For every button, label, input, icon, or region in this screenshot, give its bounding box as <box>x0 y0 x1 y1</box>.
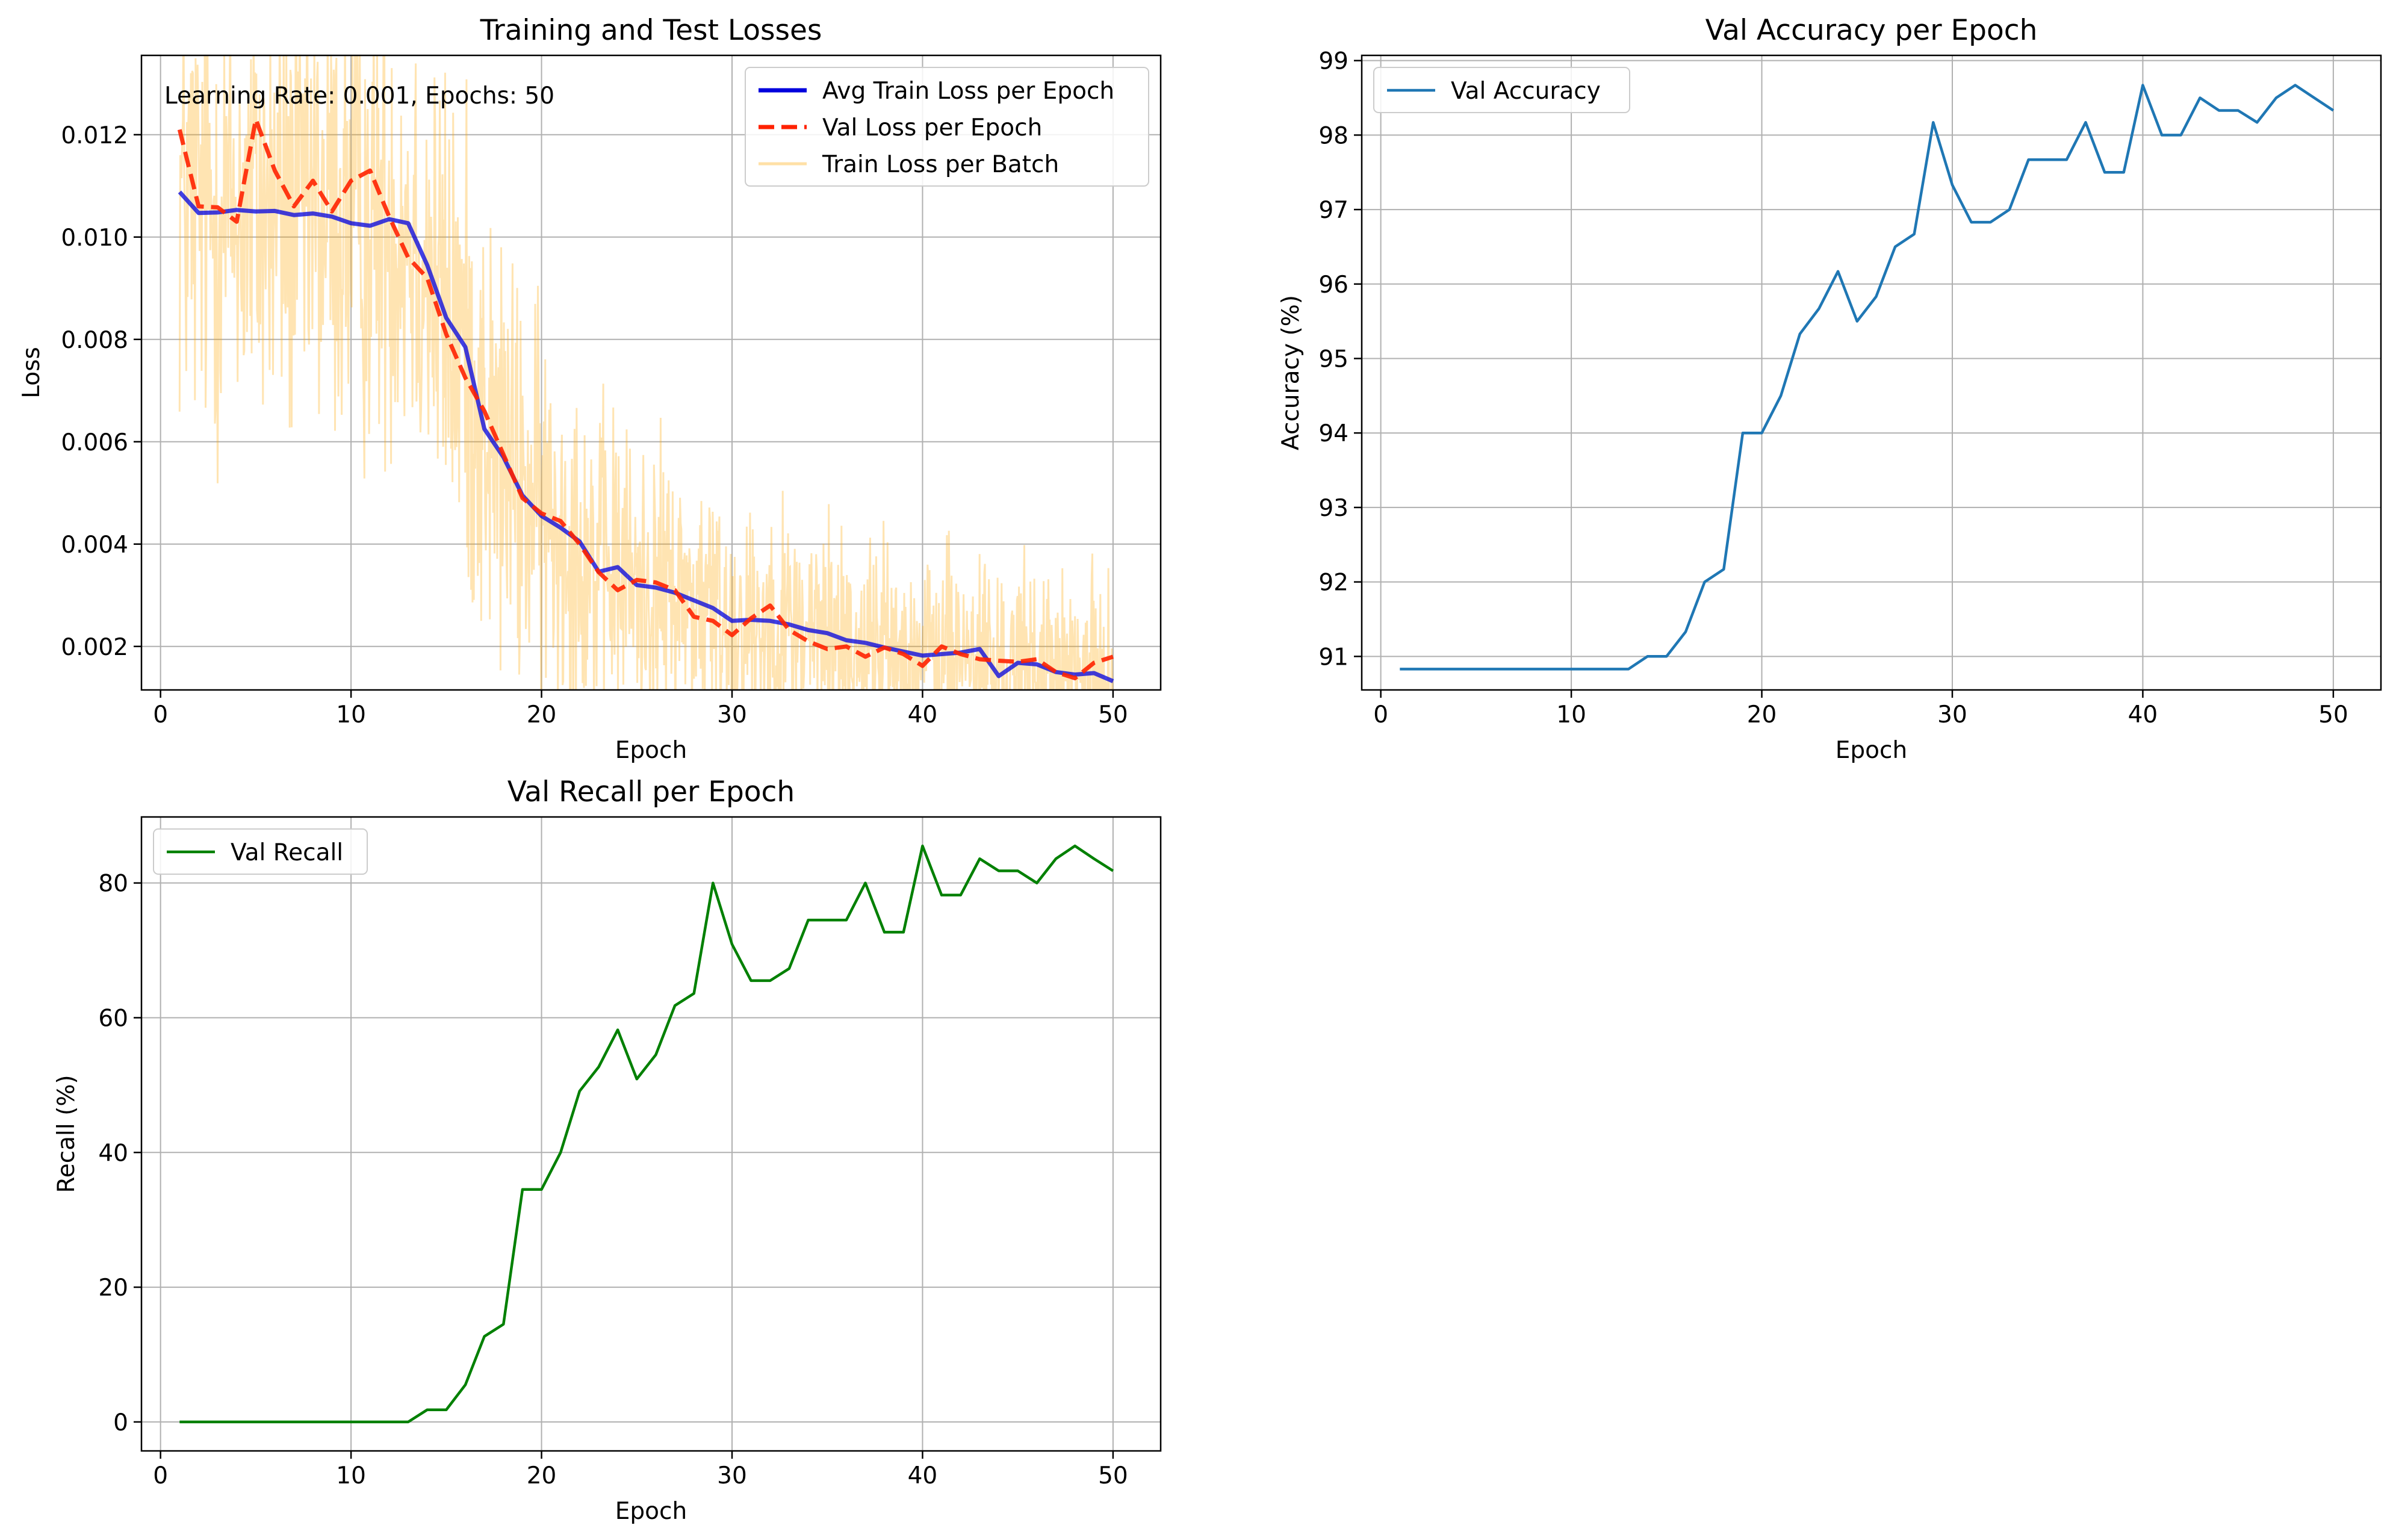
x-tick-label: 20 <box>1747 701 1777 728</box>
legend-label: Train Loss per Batch <box>822 151 1059 178</box>
y-tick-label: 94 <box>1318 420 1348 447</box>
plot-area <box>1400 84 2335 671</box>
x-tick-label: 40 <box>2128 701 2158 728</box>
series-line-val-accuracy <box>1400 84 2335 671</box>
y-tick-label: 0.004 <box>61 532 128 559</box>
legend: Val Recall <box>153 828 368 875</box>
y-tick-label: 91 <box>1318 644 1348 671</box>
y-axis-label: Loss <box>18 347 45 399</box>
axes-frame <box>140 816 1162 1452</box>
x-tick-label: 30 <box>1937 701 1967 728</box>
y-tick-label: 40 <box>98 1140 128 1167</box>
series-line-val-recall <box>179 844 1114 1424</box>
axes-frame <box>140 54 1162 691</box>
x-tick-label: 40 <box>908 1462 938 1489</box>
x-tick-label: 30 <box>717 1462 747 1489</box>
ticks: 0 10 20 30 40 50 0.002 0.004 0.006 0.008 0.010 0.01… <box>61 122 1128 728</box>
x-tick-label: 10 <box>1556 701 1586 728</box>
legend-label: Val Loss per Epoch <box>822 114 1042 141</box>
ticks: 0 10 20 30 40 50 91 92 93 94 95 96 97 98 99 <box>1318 48 2348 728</box>
x-tick-label: 50 <box>2318 701 2348 728</box>
x-tick-label: 0 <box>1373 701 1388 728</box>
chart-panel-1: 0 10 20 30 40 50 91 92 93 94 95 96 97 98 99 Epoch Accura… <box>1277 14 2382 764</box>
y-axis-label: Recall (%) <box>53 1075 80 1193</box>
y-tick-label: 96 <box>1318 272 1348 299</box>
y-tick-label: 80 <box>98 871 128 898</box>
chart-panel-0: 0 10 20 30 40 50 0.002 0.004 0.006 0.008 0.010 0.01… <box>18 14 1162 764</box>
y-tick-label: 92 <box>1318 570 1348 597</box>
y-tick-label: 93 <box>1318 495 1348 522</box>
series-line-val-loss-per-epoch <box>177 117 1114 680</box>
x-tick-label: 20 <box>527 701 557 728</box>
axes-frame <box>1361 54 2382 691</box>
y-tick-label: 0.006 <box>61 429 128 456</box>
legend-box <box>153 828 368 875</box>
x-tick-label: 0 <box>153 1462 168 1489</box>
x-tick-label: 20 <box>527 1462 557 1489</box>
series-line-train-loss-per-batch <box>178 55 1114 690</box>
x-tick-label: 10 <box>336 1462 366 1489</box>
y-tick-label: 0.010 <box>61 225 128 252</box>
y-tick-label: 99 <box>1318 48 1348 75</box>
chart-title: Training and Test Losses <box>480 14 822 47</box>
x-tick-label: 40 <box>908 701 938 728</box>
x-tick-label: 0 <box>153 701 168 728</box>
x-tick-label: 30 <box>717 701 747 728</box>
x-axis-label: Epoch <box>615 737 687 764</box>
legend: Avg Train Loss per Epoch Val Loss per Epo… <box>745 67 1149 187</box>
x-axis-label: Epoch <box>615 1498 687 1525</box>
plot-area <box>179 844 1114 1424</box>
y-tick-label: 95 <box>1318 346 1348 373</box>
legend-label: Val Recall <box>231 839 343 866</box>
x-tick-label: 10 <box>336 701 366 728</box>
legend-box <box>745 67 1149 187</box>
y-tick-label: 98 <box>1318 122 1348 149</box>
legend-box <box>1373 67 1630 113</box>
chart-title: Val Accuracy per Epoch <box>1705 14 2038 47</box>
chart-annotation: Learning Rate: 0.001, Epochs: 50 <box>164 82 554 110</box>
x-tick-label: 50 <box>1098 701 1128 728</box>
y-axis-label: Accuracy (%) <box>1277 295 1305 450</box>
grid <box>1362 55 2381 690</box>
chart-panel-2: 0 10 20 30 40 50 0 20 40 60 80 Epoch Recall (%) Val R… <box>53 775 1162 1525</box>
y-tick-label: 97 <box>1318 197 1348 224</box>
y-tick-label: 20 <box>98 1275 128 1302</box>
y-tick-label: 0.008 <box>61 327 128 354</box>
y-tick-label: 60 <box>98 1005 128 1032</box>
legend-label: Val Accuracy <box>1451 78 1601 105</box>
y-tick-label: 0 <box>113 1409 128 1436</box>
chart-title: Val Recall per Epoch <box>507 775 795 809</box>
x-tick-label: 50 <box>1098 1462 1128 1489</box>
x-axis-label: Epoch <box>1836 737 1907 764</box>
legend-label: Avg Train Loss per Epoch <box>822 78 1114 105</box>
legend: Val Accuracy <box>1373 67 1630 113</box>
grid <box>141 817 1161 1451</box>
y-tick-label: 0.002 <box>61 634 128 661</box>
plot-area <box>177 55 1114 690</box>
y-tick-label: 0.012 <box>61 122 128 149</box>
ticks: 0 10 20 30 40 50 0 20 40 60 80 <box>98 871 1128 1489</box>
